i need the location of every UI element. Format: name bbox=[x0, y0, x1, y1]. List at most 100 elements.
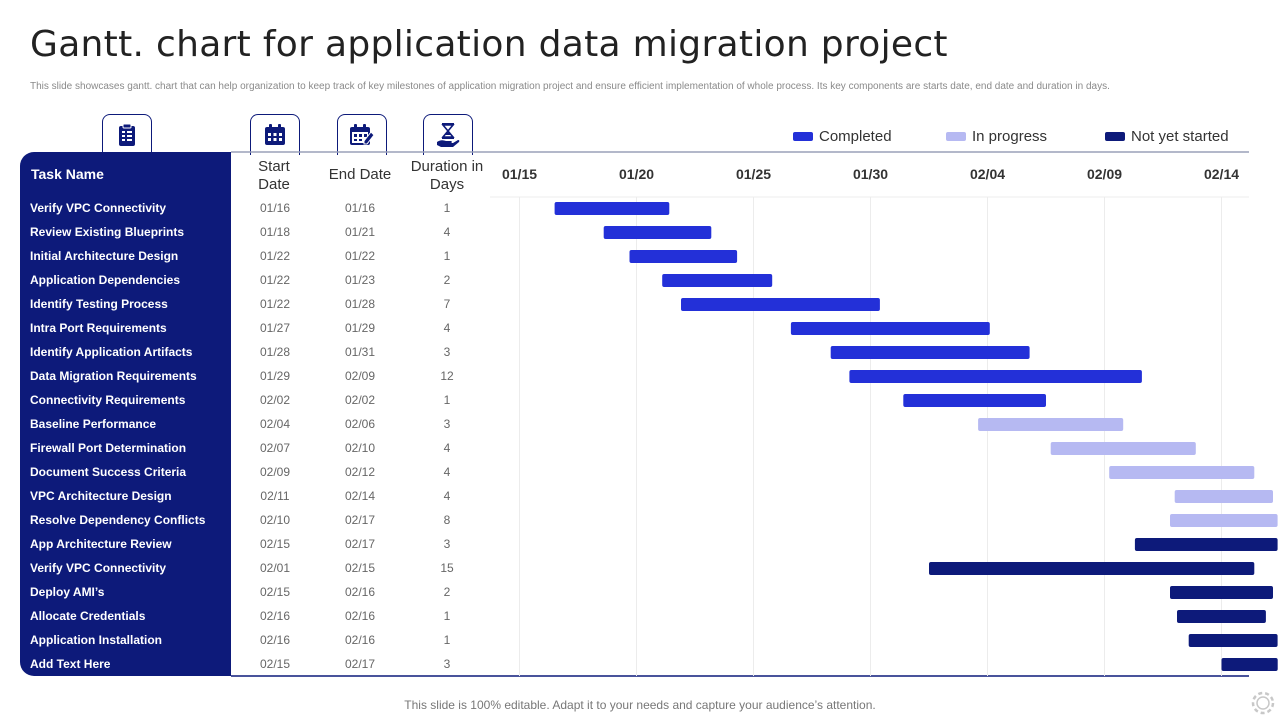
start-cell: 02/10 bbox=[259, 513, 291, 527]
gantt-bar bbox=[929, 562, 1255, 575]
end-cell: 01/31 bbox=[344, 345, 376, 359]
task-name: Connectivity Requirements bbox=[30, 393, 186, 407]
gantt-bar bbox=[554, 202, 670, 215]
legend-item: In progress bbox=[946, 128, 1047, 145]
duration-header: Duration in Days bbox=[410, 158, 484, 193]
end-cell: 01/23 bbox=[344, 273, 376, 287]
gantt-bar bbox=[849, 370, 1142, 383]
legend-item: Not yet started bbox=[1105, 128, 1229, 145]
legend-swatch bbox=[793, 132, 813, 141]
task-name-panel: Task Name Verify VPC Connectivity Review … bbox=[20, 152, 231, 676]
task-name: Deploy AMI’s bbox=[30, 585, 105, 599]
legend-label: Completed bbox=[819, 128, 892, 145]
duration-cell: 1 bbox=[443, 609, 451, 623]
duration-cell: 3 bbox=[443, 537, 451, 551]
hourglass-icon-tab bbox=[423, 114, 473, 155]
task-name: Verify VPC Connectivity bbox=[30, 561, 167, 575]
checklist-icon-tab bbox=[102, 114, 152, 155]
task-name: Data Migration Requirements bbox=[30, 369, 197, 383]
task-name: VPC Architecture Design bbox=[30, 489, 172, 503]
end-cell: 01/28 bbox=[344, 297, 376, 311]
end-cell: 02/12 bbox=[344, 465, 376, 479]
axis-tick-label: 01/25 bbox=[735, 166, 772, 182]
end-cell: 02/10 bbox=[344, 441, 376, 455]
start-cell: 01/18 bbox=[259, 225, 291, 239]
start-cell: 02/04 bbox=[259, 417, 291, 431]
end-cell: 02/09 bbox=[344, 369, 376, 383]
end-cell: 02/15 bbox=[344, 561, 376, 575]
duration-cell: 4 bbox=[443, 225, 451, 239]
start-cell: 01/29 bbox=[259, 369, 291, 383]
settings-gear-icon bbox=[1251, 691, 1275, 715]
calendar-icon bbox=[265, 124, 285, 145]
task-name: Application Installation bbox=[30, 633, 163, 647]
duration-cell: 2 bbox=[443, 273, 451, 287]
gantt-bar bbox=[1170, 586, 1273, 599]
task-name: Identify Testing Process bbox=[30, 297, 168, 311]
duration-cell: 4 bbox=[443, 465, 451, 479]
duration-cell: 1 bbox=[443, 249, 451, 263]
start-cell: 02/15 bbox=[259, 585, 291, 599]
duration-cell: 3 bbox=[443, 657, 451, 671]
start-date-header: Start Date bbox=[258, 158, 290, 193]
duration-cell: 2 bbox=[443, 585, 451, 599]
gantt-bar bbox=[903, 394, 1046, 407]
task-name: Intra Port Requirements bbox=[30, 321, 167, 335]
start-cell: 02/16 bbox=[259, 609, 291, 623]
start-cell: 02/15 bbox=[259, 657, 291, 671]
checklist-icon bbox=[119, 123, 135, 146]
task-name: Document Success Criteria bbox=[30, 465, 187, 479]
legend-item: Completed bbox=[793, 128, 892, 145]
duration-cell: 1 bbox=[443, 393, 451, 407]
task-name: Baseline Performance bbox=[30, 417, 157, 431]
duration-cell: 3 bbox=[443, 417, 451, 431]
end-cell: 02/14 bbox=[344, 489, 376, 503]
duration-cell: 7 bbox=[443, 297, 451, 311]
end-cell: 01/21 bbox=[344, 225, 376, 239]
start-cell: 02/01 bbox=[259, 561, 291, 575]
duration-cell: 12 bbox=[440, 369, 454, 383]
gantt-bar bbox=[662, 274, 773, 287]
legend-swatch bbox=[1105, 132, 1125, 141]
end-cell: 02/02 bbox=[344, 393, 376, 407]
axis-tick-label: 02/04 bbox=[969, 166, 1006, 182]
axis-tick-label: 01/15 bbox=[501, 166, 538, 182]
axis-tick-label: 02/09 bbox=[1086, 166, 1123, 182]
end-cell: 02/17 bbox=[344, 513, 376, 527]
task-name: Identify Application Artifacts bbox=[30, 345, 193, 359]
start-cell: 01/22 bbox=[259, 297, 291, 311]
axis-tick-label: 01/30 bbox=[852, 166, 889, 182]
task-name: Review Existing Blueprints bbox=[30, 225, 185, 239]
start-cell: 01/22 bbox=[259, 273, 291, 287]
start-cell: 01/27 bbox=[259, 321, 291, 335]
task-name: Firewall Port Determination bbox=[30, 441, 187, 455]
start-cell: 02/15 bbox=[259, 537, 291, 551]
gantt-bar bbox=[1177, 610, 1266, 623]
end-cell: 02/16 bbox=[344, 585, 376, 599]
duration-cell: 4 bbox=[443, 321, 451, 335]
start-cell: 01/16 bbox=[259, 201, 291, 215]
task-name: Add Text Here bbox=[30, 657, 111, 671]
end-date-header: End Date bbox=[328, 166, 392, 183]
gantt-bar bbox=[603, 226, 712, 239]
legend-label: Not yet started bbox=[1131, 128, 1229, 145]
task-name: Initial Architecture Design bbox=[30, 249, 179, 263]
footer-note: This slide is 100% editable. Adapt it to… bbox=[404, 698, 876, 712]
end-cell: 02/16 bbox=[344, 609, 376, 623]
task-name-header: Task Name bbox=[31, 166, 104, 182]
start-cell: 01/22 bbox=[259, 249, 291, 263]
page-title: Gantt. chart for application data migrat… bbox=[30, 24, 948, 65]
start-cell: 02/07 bbox=[259, 441, 291, 455]
hourglass-icon bbox=[437, 123, 460, 147]
task-name: Application Dependencies bbox=[30, 273, 181, 287]
task-name: App Architecture Review bbox=[30, 537, 172, 551]
gantt-bar bbox=[629, 250, 738, 263]
calendar-icon-tab bbox=[250, 114, 300, 155]
end-cell: 01/29 bbox=[344, 321, 376, 335]
end-cell: 01/16 bbox=[344, 201, 376, 215]
duration-cell: 4 bbox=[443, 441, 451, 455]
start-cell: 02/09 bbox=[259, 465, 291, 479]
duration-cell: 15 bbox=[440, 561, 454, 575]
gantt-bar bbox=[681, 298, 880, 311]
end-cell: 02/16 bbox=[344, 633, 376, 647]
